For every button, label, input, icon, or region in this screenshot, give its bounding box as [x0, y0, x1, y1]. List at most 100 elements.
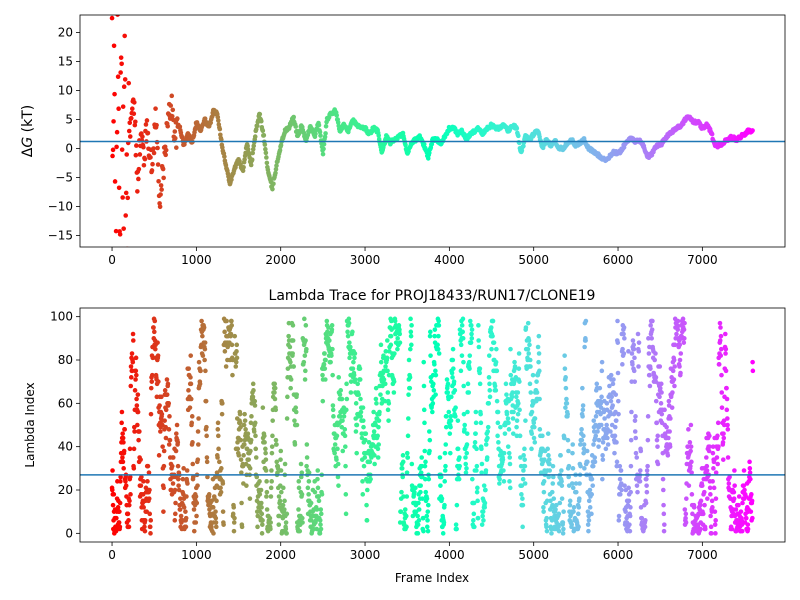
delta-g-point — [216, 118, 221, 123]
lambda-point — [496, 440, 501, 445]
lambda-point — [463, 470, 469, 475]
delta-g-point — [111, 119, 116, 124]
delta-g-point — [209, 114, 215, 119]
lambda-point — [501, 479, 507, 484]
lambda-point — [117, 524, 123, 530]
lambda-point — [630, 338, 636, 343]
lambda-point — [285, 394, 290, 400]
lambda-point — [228, 331, 234, 337]
y-tick: −5 — [55, 170, 80, 184]
lambda-point — [636, 340, 642, 345]
lambda-point — [502, 431, 508, 436]
lambda-point — [252, 420, 258, 426]
lambda-point — [214, 498, 219, 504]
lambda-point — [323, 357, 328, 363]
y-tick: 20 — [58, 483, 80, 497]
lambda-point — [717, 320, 723, 326]
delta-g-point — [153, 106, 158, 111]
lambda-point — [565, 411, 570, 417]
lambda-point — [407, 385, 413, 391]
lambda-point — [404, 494, 410, 499]
lambda-point — [409, 461, 415, 467]
lambda-point — [466, 359, 472, 365]
lambda-point — [278, 468, 284, 473]
lambda-point — [442, 502, 447, 508]
lambda-point — [717, 338, 723, 343]
lambda-point — [522, 446, 527, 452]
lambda-point — [713, 531, 718, 536]
lambda-point — [570, 485, 576, 491]
y-tick: 10 — [58, 83, 80, 97]
lambda-point — [724, 407, 730, 413]
lambda-point — [462, 427, 467, 432]
lambda-point — [501, 450, 507, 456]
lambda-point — [269, 468, 274, 473]
lambda-point — [500, 457, 506, 462]
lambda-point — [233, 359, 239, 365]
delta-g-point — [322, 134, 328, 140]
lambda-point — [296, 479, 302, 484]
lambda-point — [683, 515, 688, 521]
lambda-point — [529, 409, 535, 415]
lambda-point — [320, 398, 326, 404]
lambda-point — [117, 509, 122, 514]
lambda-point — [495, 433, 500, 439]
lambda-point — [315, 485, 321, 491]
lambda-point — [314, 507, 320, 512]
lambda-point — [174, 422, 180, 428]
delta-g-point — [124, 152, 130, 157]
lambda-point — [142, 524, 147, 530]
lambda-point — [231, 505, 237, 510]
lambda-point — [269, 444, 275, 449]
lambda-point — [404, 450, 410, 456]
lambda-point — [277, 498, 283, 504]
lambda-point — [686, 427, 691, 432]
lambda-point — [147, 524, 153, 530]
lambda-point — [191, 507, 197, 512]
lambda-point — [724, 396, 730, 402]
lambda-point — [566, 474, 571, 480]
lambda-point — [718, 325, 723, 330]
lambda-point — [126, 502, 132, 508]
lambda-point — [514, 394, 519, 400]
lambda-point — [317, 518, 323, 523]
delta-g-point — [113, 228, 119, 234]
lambda-point — [329, 323, 335, 328]
y-tick-label: 20 — [58, 483, 73, 497]
lambda-point — [661, 511, 667, 517]
lambda-point — [189, 420, 195, 426]
lambda-point — [467, 353, 473, 358]
lambda-point — [233, 364, 239, 369]
lambda-point — [474, 468, 479, 473]
lambda-point — [268, 526, 273, 532]
lambda-point — [517, 407, 522, 413]
lambda-point — [584, 448, 590, 454]
lambda-point — [522, 481, 528, 486]
lambda-point — [293, 405, 299, 410]
lambda-point — [332, 442, 338, 447]
lambda-point — [562, 353, 567, 358]
lambda-point — [130, 331, 136, 337]
lambda-point — [406, 357, 412, 363]
lambda-point — [391, 390, 397, 395]
lambda-point — [174, 431, 179, 436]
lambda-point — [573, 489, 579, 495]
lambda-point — [435, 342, 440, 348]
y-tick-label: 5 — [65, 112, 73, 126]
lambda-point — [708, 492, 713, 497]
y-tick: −15 — [48, 228, 80, 242]
lambda-point — [455, 418, 461, 423]
delta-g-point — [155, 162, 161, 167]
lambda-point — [707, 444, 712, 449]
lambda-point — [206, 492, 212, 497]
lambda-point — [621, 325, 627, 330]
lambda-point — [560, 520, 566, 525]
lambda-point — [451, 366, 456, 371]
lambda-point — [259, 505, 264, 510]
delta-g-point — [278, 142, 284, 148]
delta-g-point — [169, 114, 175, 119]
lambda-point — [388, 342, 394, 348]
delta-g-point — [158, 183, 164, 188]
lambda-point — [232, 515, 237, 521]
lambda-point — [302, 316, 307, 322]
